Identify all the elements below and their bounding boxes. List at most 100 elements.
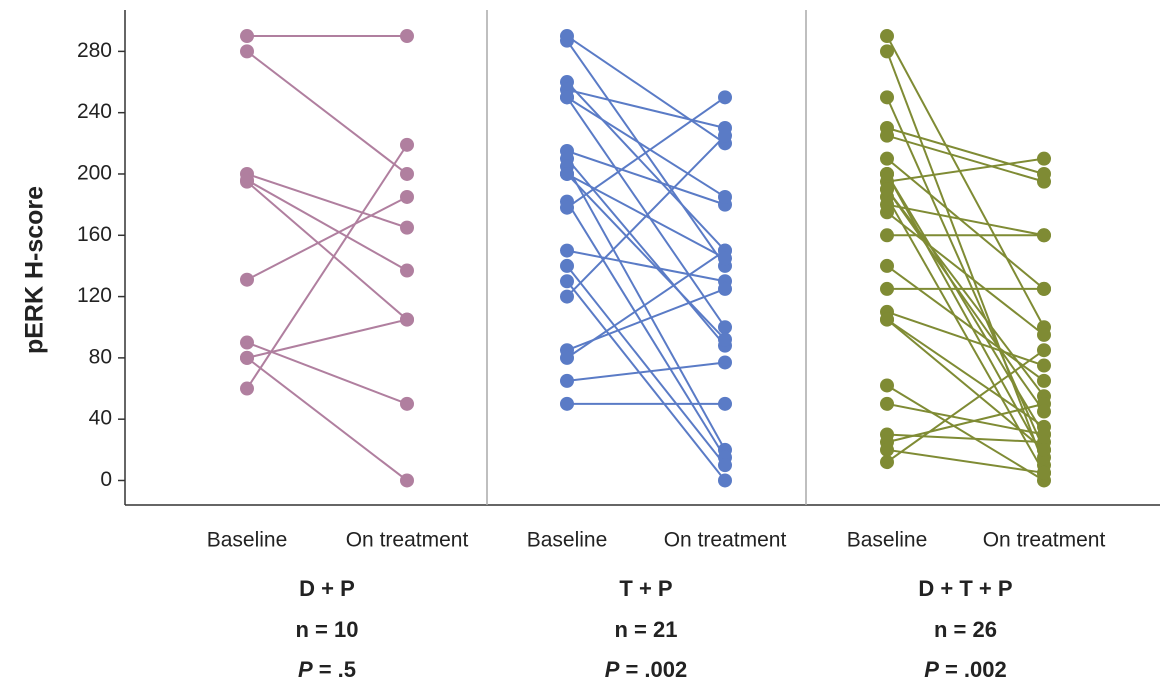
on-treatment-dot: [718, 251, 732, 266]
baseline-dot: [880, 128, 894, 143]
p-text: = .002: [945, 657, 1007, 682]
pair-line: [246, 144, 408, 390]
on-treatment-dot: [718, 396, 732, 411]
y-tick-label: 40: [89, 407, 112, 430]
pair-line: [566, 96, 726, 198]
baseline-dot: [240, 44, 254, 59]
baseline-dot: [240, 335, 254, 350]
y-tick-label: 160: [77, 223, 112, 246]
baseline-dot: [240, 381, 254, 396]
pair-line: [246, 179, 408, 272]
pair-line: [566, 81, 726, 252]
on-treatment-dot: [400, 312, 414, 327]
on-treatment-dot: [718, 320, 732, 335]
y-axis-label: pERK H-score: [21, 186, 49, 354]
on-treatment-dot: [718, 332, 732, 347]
on-treatment-dot: [1037, 228, 1051, 243]
baseline-dot: [560, 396, 574, 411]
baseline-dot: [560, 243, 574, 258]
baseline-dot: [880, 455, 894, 470]
baseline-dot: [560, 373, 574, 388]
y-tick-label: 240: [77, 100, 112, 123]
baseline-dot: [560, 289, 574, 304]
pair-line: [246, 173, 408, 229]
on-treatment-dot: [1037, 327, 1051, 342]
pair-line: [566, 150, 726, 206]
pair-line: [886, 211, 1045, 336]
pair-line: [246, 50, 408, 175]
x-tick-label: On treatment: [983, 529, 1106, 552]
on-treatment-dot: [718, 90, 732, 105]
baseline-dot: [240, 350, 254, 365]
pair-line: [246, 196, 408, 281]
p-symbol: P: [924, 657, 939, 682]
pair-line: [246, 180, 408, 321]
baseline-dot: [560, 90, 574, 105]
pair-line: [886, 173, 1045, 458]
on-treatment-dot: [1037, 343, 1051, 358]
baseline-dot: [880, 44, 894, 59]
on-treatment-dot: [400, 29, 414, 44]
baseline-dot: [880, 182, 894, 197]
pair-line: [566, 249, 726, 359]
pair-line: [886, 318, 1045, 451]
baseline-dot: [880, 205, 894, 220]
pair-line: [886, 35, 1045, 328]
on-treatment-dot: [1037, 174, 1051, 189]
baseline-dot: [560, 274, 574, 289]
baseline-dot: [880, 90, 894, 105]
pair-line: [886, 127, 1045, 175]
y-tick-label: 120: [77, 284, 112, 307]
p-symbol: P: [298, 657, 313, 682]
on-treatment-dot: [718, 128, 732, 143]
pair-line: [566, 96, 726, 209]
on-treatment-dot: [1037, 442, 1051, 457]
baseline-dot: [560, 258, 574, 273]
baseline-dot: [880, 29, 894, 44]
on-treatment-dot: [400, 220, 414, 235]
pair-line: [886, 384, 1045, 482]
group-name: T + P: [619, 576, 672, 601]
x-tick-label: On treatment: [664, 529, 787, 552]
y-tick-label: 200: [77, 162, 112, 185]
pair-line: [566, 249, 726, 283]
pair-line: [886, 448, 1045, 474]
on-treatment-dot: [718, 281, 732, 296]
on-treatment-dot: [1037, 151, 1051, 166]
baseline-dot: [880, 396, 894, 411]
pair-line: [886, 203, 1045, 237]
on-treatment-dot: [400, 189, 414, 204]
x-tick-label: Baseline: [527, 529, 608, 552]
group-p-value: P = .002: [605, 657, 687, 682]
group-n: n = 26: [934, 617, 997, 642]
group-n: n = 21: [615, 617, 678, 642]
baseline-dot: [880, 378, 894, 393]
baseline-dot: [880, 281, 894, 296]
y-tick-label: 80: [89, 345, 112, 368]
p-symbol: P: [605, 657, 620, 682]
baseline-dot: [880, 312, 894, 327]
group-n: n = 10: [296, 617, 359, 642]
pair-line: [886, 134, 1045, 183]
pair-line: [886, 157, 1045, 290]
group-name: D + T + P: [918, 576, 1012, 601]
on-treatment-dot: [1037, 465, 1051, 480]
baseline-dot: [240, 272, 254, 287]
on-treatment-dot: [1037, 281, 1051, 296]
x-tick-label: On treatment: [346, 529, 469, 552]
group-p-value: P = .5: [298, 657, 356, 682]
pair-line: [886, 349, 1045, 463]
pair-line: [246, 341, 408, 405]
pair-line: [886, 265, 1045, 382]
on-treatment-dot: [1037, 404, 1051, 419]
pair-line: [566, 35, 726, 145]
baseline-dot: [240, 174, 254, 189]
x-tick-label: Baseline: [847, 529, 928, 552]
on-treatment-dot: [718, 458, 732, 473]
on-treatment-dot: [718, 473, 732, 488]
baseline-dot: [880, 258, 894, 273]
pair-line: [566, 88, 726, 129]
y-tick-label: 0: [100, 468, 112, 491]
x-tick-label: Baseline: [207, 529, 288, 552]
